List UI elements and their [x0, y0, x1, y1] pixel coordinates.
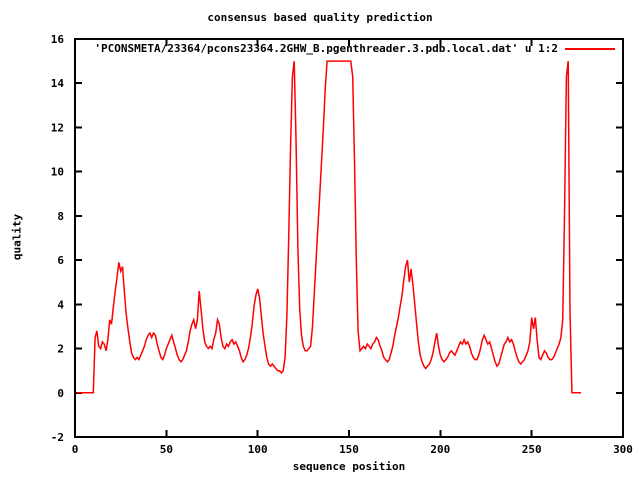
x-tick-label: 200 [430, 443, 450, 456]
x-tick-label: 100 [248, 443, 268, 456]
x-tick-label: 0 [72, 443, 79, 456]
legend-label: 'PCONSMETA/23364/pcons23364.2GHW_B.pgent… [94, 42, 558, 55]
y-tick-label: 16 [51, 33, 65, 46]
legend: 'PCONSMETA/23364/pcons23364.2GHW_B.pgent… [94, 42, 615, 55]
chart-title: consensus based quality prediction [207, 11, 433, 24]
x-tick-label: 150 [339, 443, 359, 456]
y-tick-label: 12 [51, 121, 64, 134]
x-axis-label: sequence position [292, 460, 406, 473]
plot-border [74, 38, 624, 438]
y-tick-label: 14 [51, 77, 65, 90]
y-tick-label: 0 [57, 387, 64, 400]
y-tick-label: 4 [57, 298, 64, 311]
y-tick-label: -2 [51, 431, 64, 444]
y-axis-label: quality [10, 213, 24, 261]
quality-curve [76, 60, 581, 394]
y-tick-label: 6 [57, 254, 64, 267]
legend-line-sample [565, 47, 615, 50]
x-tick-label: 250 [522, 443, 542, 456]
y-tick-label: 10 [51, 166, 64, 179]
x-tick-label: 50 [160, 443, 173, 456]
y-tick-label: 2 [57, 343, 64, 356]
y-tick-label: 8 [57, 210, 64, 223]
x-tick-label: 300 [613, 443, 633, 456]
